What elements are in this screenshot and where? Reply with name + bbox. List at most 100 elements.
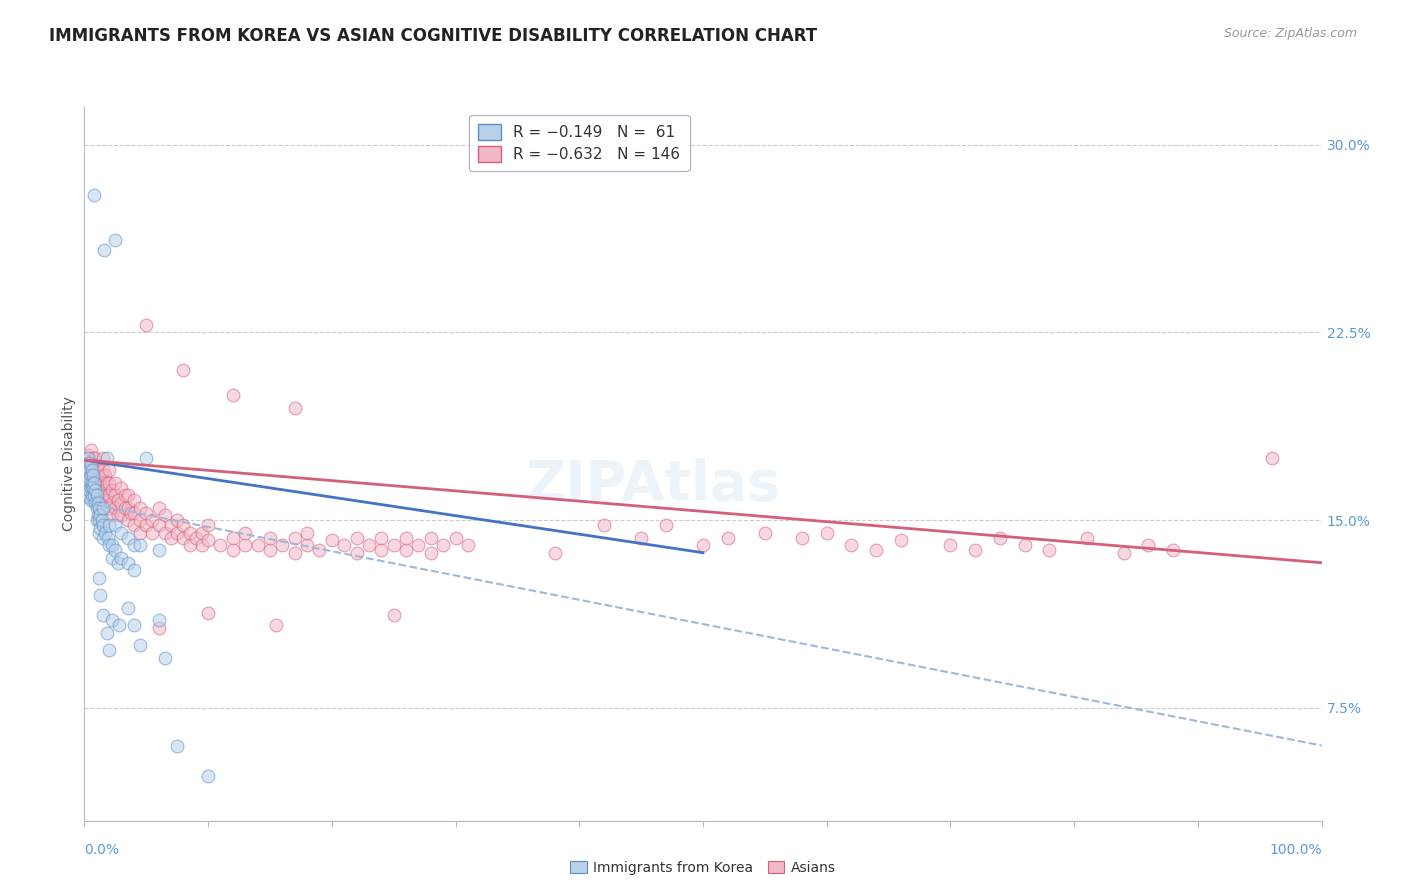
Point xyxy=(166,513,188,527)
Point xyxy=(308,543,330,558)
Point xyxy=(80,488,103,502)
Point xyxy=(141,525,163,540)
Point xyxy=(80,463,103,477)
Point xyxy=(79,468,101,483)
Point xyxy=(87,496,110,510)
Point xyxy=(148,518,170,533)
Point xyxy=(166,525,188,540)
Point xyxy=(79,483,101,497)
Point xyxy=(117,513,139,527)
Point xyxy=(179,525,201,540)
Point xyxy=(77,463,100,477)
Point xyxy=(98,643,121,657)
Point xyxy=(100,538,122,552)
Point xyxy=(86,458,108,472)
Point xyxy=(82,450,104,465)
Point xyxy=(408,538,430,552)
Point xyxy=(148,500,170,515)
Point xyxy=(370,543,392,558)
Point xyxy=(357,538,380,552)
Point xyxy=(77,475,100,490)
Point xyxy=(89,500,111,515)
Point xyxy=(98,463,121,477)
Point xyxy=(83,475,105,490)
Point xyxy=(82,481,104,495)
Point xyxy=(754,525,776,540)
Point xyxy=(96,625,118,640)
Point xyxy=(1161,543,1184,558)
Point xyxy=(160,531,183,545)
Point xyxy=(107,556,129,570)
Point xyxy=(108,618,131,632)
Text: IMMIGRANTS FROM KOREA VS ASIAN COGNITIVE DISABILITY CORRELATION CHART: IMMIGRANTS FROM KOREA VS ASIAN COGNITIVE… xyxy=(49,27,817,45)
Point xyxy=(222,388,245,402)
Point xyxy=(246,538,269,552)
Point xyxy=(84,463,107,477)
Point xyxy=(129,538,152,552)
Point xyxy=(419,531,441,545)
Point xyxy=(91,531,114,545)
Point xyxy=(100,483,122,497)
Point xyxy=(717,531,740,545)
Point xyxy=(129,639,152,653)
Point xyxy=(94,525,117,540)
Point xyxy=(122,493,145,508)
Point xyxy=(259,543,281,558)
Point xyxy=(117,531,139,545)
Point xyxy=(98,475,121,490)
Point xyxy=(120,506,142,520)
Point xyxy=(89,488,111,502)
Point xyxy=(135,518,157,533)
Point xyxy=(790,531,813,545)
Point xyxy=(135,506,157,520)
Point xyxy=(104,500,127,515)
Point xyxy=(965,543,987,558)
Point xyxy=(100,508,122,523)
Point xyxy=(543,546,565,560)
Point xyxy=(179,538,201,552)
Point xyxy=(104,233,127,247)
Point xyxy=(79,481,101,495)
Point xyxy=(1076,531,1098,545)
Point xyxy=(395,531,418,545)
Point xyxy=(77,448,100,462)
Point xyxy=(82,463,104,477)
Point xyxy=(122,538,145,552)
Point xyxy=(457,538,479,552)
Point xyxy=(593,518,616,533)
Point xyxy=(82,468,104,483)
Point xyxy=(1137,538,1160,552)
Point xyxy=(79,470,101,484)
Point xyxy=(104,488,127,502)
Point xyxy=(148,613,170,627)
Point xyxy=(77,468,100,483)
Point xyxy=(172,531,194,545)
Point xyxy=(104,475,127,490)
Point xyxy=(98,538,121,552)
Point xyxy=(91,475,114,490)
Point xyxy=(96,450,118,465)
Point xyxy=(122,563,145,577)
Point xyxy=(89,521,111,535)
Point xyxy=(160,518,183,533)
Point xyxy=(96,488,118,502)
Point xyxy=(284,401,307,415)
Point xyxy=(129,525,152,540)
Point xyxy=(97,531,120,545)
Point xyxy=(86,513,108,527)
Point xyxy=(100,496,122,510)
Point xyxy=(444,531,467,545)
Point xyxy=(89,571,111,585)
Point xyxy=(346,531,368,545)
Point xyxy=(346,546,368,560)
Point xyxy=(122,518,145,533)
Point xyxy=(110,525,132,540)
Point xyxy=(222,543,245,558)
Point xyxy=(91,500,114,515)
Point xyxy=(77,488,100,502)
Point xyxy=(148,621,170,635)
Point xyxy=(259,531,281,545)
Point xyxy=(271,538,294,552)
Point xyxy=(1038,543,1060,558)
Point xyxy=(84,483,107,497)
